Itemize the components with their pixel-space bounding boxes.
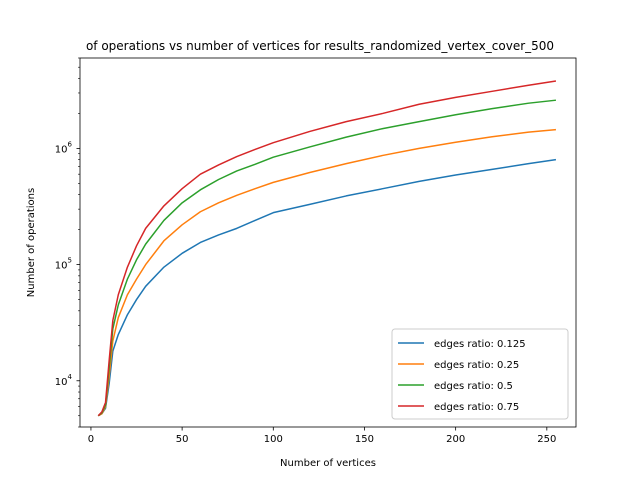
series-line-3 [97,80,557,417]
legend-label-0: edges ratio: 0.125 [434,339,526,350]
y-axis-label: Number of operations [26,188,37,297]
legend: edges ratio: 0.125 edges ratio: 0.25 edges… [391,328,569,420]
x-tick-label: 50 [176,434,189,445]
x-tick-label: 250 [537,434,556,445]
chart-title: of operations vs number of vertices for … [86,39,554,53]
series-line-0 [97,158,557,417]
x-axis-label: Number of vertices [280,458,376,469]
series-line-1 [97,128,557,417]
legend-box [391,328,569,420]
y-axis: 104 105 106 [55,57,80,428]
legend-label-1: edges ratio: 0.25 [434,360,519,371]
x-axis: 0 50 100 150 200 250 [88,427,556,445]
legend-label-3: edges ratio: 0.75 [434,402,519,413]
legend-label-2: edges ratio: 0.5 [434,381,513,392]
y-tick-label: 105 [55,257,72,272]
y-tick-label: 104 [55,373,73,388]
x-tick-label: 0 [88,434,94,445]
x-tick-label: 200 [446,434,465,445]
x-tick-label: 100 [264,434,283,445]
plot-frame [79,57,577,428]
x-tick-label: 150 [355,434,374,445]
series-lines [97,80,557,417]
y-tick-label: 106 [55,140,73,155]
